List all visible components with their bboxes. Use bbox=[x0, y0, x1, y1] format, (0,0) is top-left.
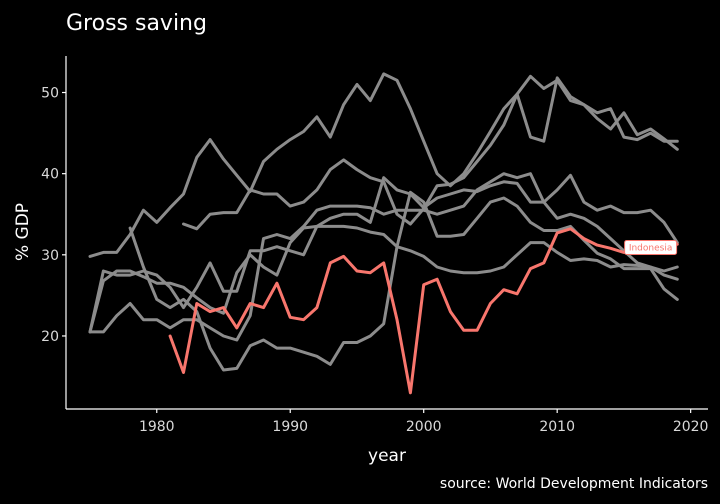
series-line-country-b bbox=[88, 72, 679, 258]
series-label: Indonesia bbox=[624, 240, 678, 256]
x-tick-label: 2020 bbox=[673, 419, 709, 435]
x-tick-label: 1980 bbox=[139, 419, 175, 435]
source-caption: source: World Development Indicators bbox=[440, 476, 708, 492]
series-line-country-d bbox=[182, 74, 679, 231]
y-axis-title: % GDP bbox=[13, 203, 33, 261]
series-line-indonesia bbox=[168, 227, 679, 395]
y-tick-label: 40 bbox=[41, 167, 59, 183]
x-tick-label: 2000 bbox=[406, 419, 442, 435]
series-line-country-e bbox=[128, 190, 679, 372]
x-tick-label: 2010 bbox=[539, 419, 575, 435]
series-line-country-f bbox=[88, 224, 679, 334]
y-tick-label: 50 bbox=[41, 86, 59, 102]
series-layer bbox=[88, 72, 679, 395]
chart-title: Gross saving bbox=[66, 11, 207, 36]
x-tick-label: 1990 bbox=[272, 419, 308, 435]
series-label-text: Indonesia bbox=[629, 244, 673, 254]
series-line-country-c bbox=[88, 172, 679, 342]
x-ticks: 1980 1990 2000 2010 2020 bbox=[139, 409, 709, 435]
series-label-box bbox=[624, 240, 678, 256]
y-tick-label: 30 bbox=[41, 248, 59, 264]
series-line-country-a bbox=[88, 173, 679, 334]
y-tick-label: 20 bbox=[41, 329, 59, 345]
label-layer: Indonesia bbox=[624, 240, 678, 256]
x-axis-title: year bbox=[368, 446, 406, 466]
y-ticks: 20 30 40 50 bbox=[41, 86, 66, 345]
